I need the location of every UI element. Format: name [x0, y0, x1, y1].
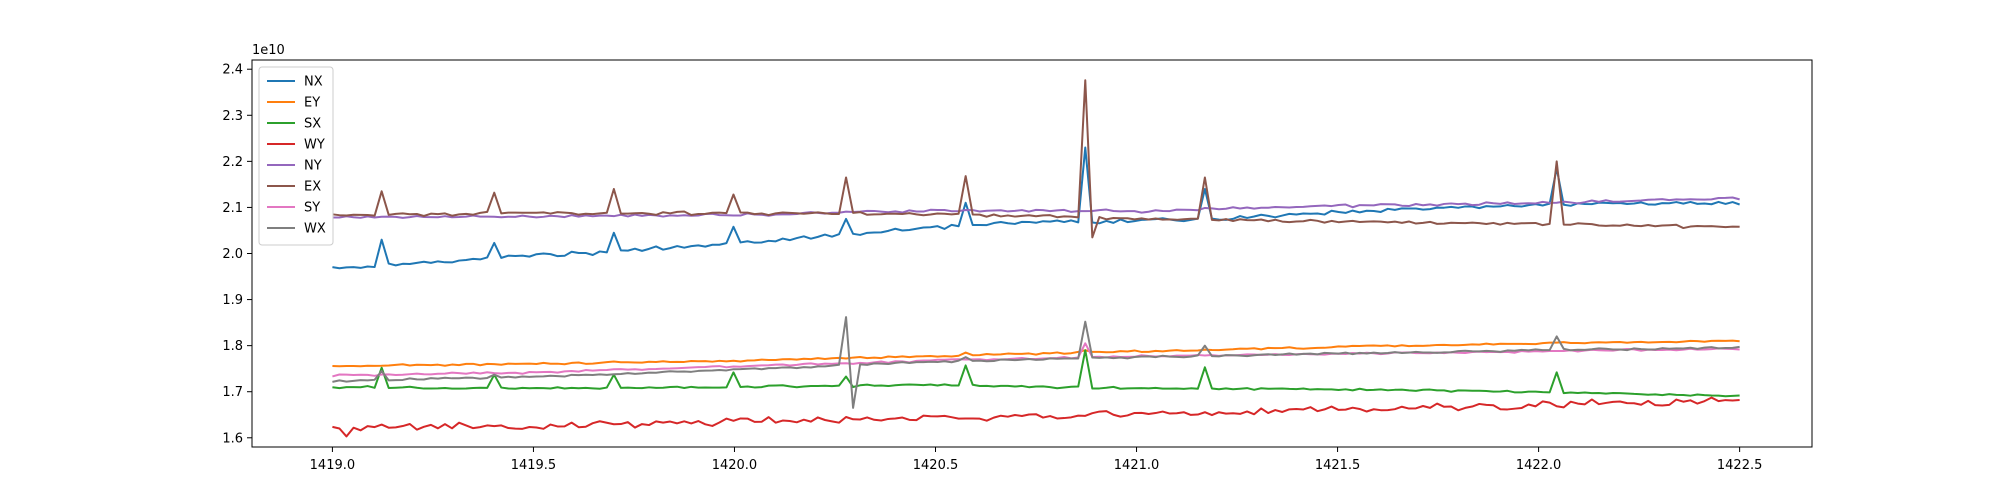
legend-box: [258, 66, 334, 246]
y-tick-label: 2.2: [222, 155, 243, 170]
y-tick-label: 1.7: [222, 385, 243, 400]
series-line-ex: [332, 79, 1740, 239]
y-tick-label: 2.0: [222, 247, 243, 262]
legend-label-ey: EY: [304, 96, 320, 111]
y-tick-label: 2.1: [222, 201, 243, 216]
x-tick-label: 1420.5: [913, 458, 959, 473]
y-tick-label: 2.3: [222, 109, 243, 124]
y-tick-label: 1.9: [222, 293, 243, 308]
series-line-wx: [332, 316, 1740, 409]
series-layer: [332, 79, 1740, 438]
legend-label-wx: WX: [304, 222, 326, 237]
x-tick-label: 1419.0: [310, 458, 356, 473]
x-axis: 1419.0 1419.5 1420.0 1420.5 1421.0 1421.5 1422…: [310, 447, 1763, 473]
y-axis: 1.6 1.7 1.8 1.9 2.0 2.1 2.2 2.3 2.4: [222, 63, 252, 446]
series-line-ny: [332, 196, 1740, 219]
legend-label-ex: EX: [304, 180, 321, 195]
x-tick-label: 1421.0: [1114, 458, 1160, 473]
x-tick-label: 1422.5: [1717, 458, 1763, 473]
legend-label-sx: SX: [304, 117, 321, 132]
series-line-wy: [332, 396, 1740, 438]
x-tick-label: 1421.5: [1315, 458, 1361, 473]
legend-label-sy: SY: [304, 201, 320, 216]
y-tick-label: 1.8: [222, 339, 243, 354]
x-tick-label: 1422.0: [1516, 458, 1562, 473]
x-tick-label: 1419.5: [511, 458, 557, 473]
y-tick-label: 1.6: [222, 431, 243, 446]
y-tick-label: 2.4: [222, 63, 243, 78]
x-tick-label: 1420.0: [712, 458, 758, 473]
legend-label-nx: NX: [304, 75, 323, 90]
y-offset-label: 1e10: [252, 43, 285, 58]
legend-label-ny: NY: [304, 159, 322, 174]
series-line-nx: [332, 146, 1740, 270]
series-line-ey: [332, 339, 1740, 368]
series-line-sx: [332, 349, 1740, 398]
legend: NX EY SX WY NY EX SY WX: [258, 66, 334, 246]
legend-label-wy: WY: [304, 138, 325, 153]
